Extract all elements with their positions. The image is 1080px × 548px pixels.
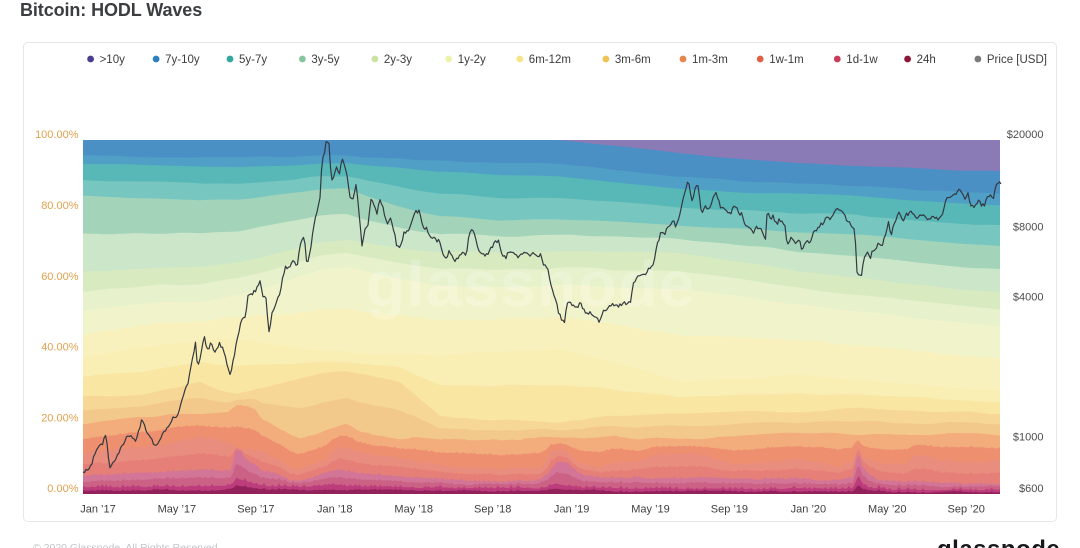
svg-text:60.00%: 60.00% bbox=[41, 271, 79, 283]
svg-text:$20000: $20000 bbox=[1007, 129, 1044, 141]
svg-text:Bitcoin: HODL Waves: Bitcoin: HODL Waves bbox=[20, 0, 202, 20]
svg-text:glassnode: glassnode bbox=[937, 536, 1060, 548]
svg-text:1d-1w: 1d-1w bbox=[846, 54, 878, 66]
svg-text:$4000: $4000 bbox=[1013, 292, 1044, 304]
svg-text:Sep ’18: Sep ’18 bbox=[474, 504, 511, 516]
svg-text:0.00%: 0.00% bbox=[47, 483, 78, 495]
svg-text:Jan ’17: Jan ’17 bbox=[80, 504, 115, 516]
svg-text:$8000: $8000 bbox=[1013, 222, 1044, 234]
svg-text:Jan ’20: Jan ’20 bbox=[791, 504, 826, 516]
svg-text:Jan ’19: Jan ’19 bbox=[554, 504, 589, 516]
svg-text:May ’17: May ’17 bbox=[158, 504, 197, 516]
svg-text:May ’19: May ’19 bbox=[631, 504, 670, 516]
svg-text:>10y: >10y bbox=[100, 54, 126, 66]
svg-text:May ’18: May ’18 bbox=[394, 504, 433, 516]
svg-text:Sep ’19: Sep ’19 bbox=[711, 504, 748, 516]
svg-text:6m-12m: 6m-12m bbox=[529, 54, 571, 66]
svg-text:3y-5y: 3y-5y bbox=[311, 54, 339, 66]
svg-text:$1000: $1000 bbox=[1013, 432, 1044, 444]
svg-text:3m-6m: 3m-6m bbox=[615, 54, 651, 66]
svg-text:20.00%: 20.00% bbox=[41, 412, 79, 424]
svg-text:1y-2y: 1y-2y bbox=[458, 54, 486, 66]
svg-text:1w-1m: 1w-1m bbox=[769, 54, 804, 66]
svg-text:40.00%: 40.00% bbox=[41, 342, 79, 354]
svg-text:Sep ’17: Sep ’17 bbox=[237, 504, 274, 516]
svg-text:May ’20: May ’20 bbox=[868, 504, 907, 516]
svg-text:Jan ’18: Jan ’18 bbox=[317, 504, 352, 516]
svg-text:5y-7y: 5y-7y bbox=[239, 54, 267, 66]
svg-text:© 2020 Glassnode. All Rights R: © 2020 Glassnode. All Rights Reserved. bbox=[33, 542, 221, 548]
svg-text:1m-3m: 1m-3m bbox=[692, 54, 728, 66]
svg-text:100.00%: 100.00% bbox=[35, 129, 79, 141]
svg-text:glassnode: glassnode bbox=[366, 248, 696, 320]
svg-text:24h: 24h bbox=[917, 54, 936, 66]
svg-text:2y-3y: 2y-3y bbox=[384, 54, 412, 66]
svg-text:Sep ’20: Sep ’20 bbox=[948, 504, 985, 516]
svg-text:$600: $600 bbox=[1019, 483, 1043, 495]
svg-text:7y-10y: 7y-10y bbox=[165, 54, 200, 66]
svg-text:Price [USD]: Price [USD] bbox=[987, 54, 1047, 66]
svg-text:80.00%: 80.00% bbox=[41, 200, 79, 212]
